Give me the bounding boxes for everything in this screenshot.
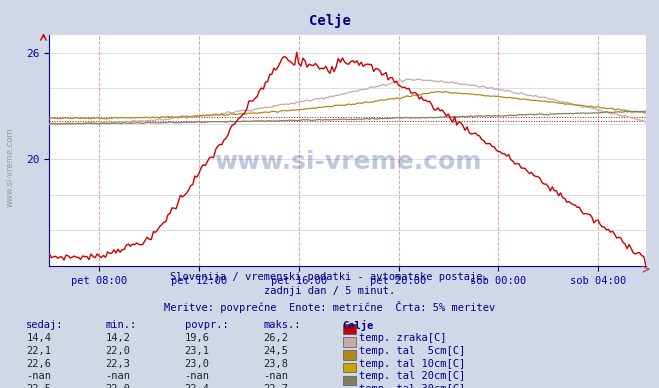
Text: Meritve: povprečne  Enote: metrične  Črta: 5% meritev: Meritve: povprečne Enote: metrične Črta:… xyxy=(164,301,495,313)
Text: 26,2: 26,2 xyxy=(264,333,289,343)
Text: 23,0: 23,0 xyxy=(185,359,210,369)
Text: 22,1: 22,1 xyxy=(26,346,51,356)
Text: zadnji dan / 5 minut.: zadnji dan / 5 minut. xyxy=(264,286,395,296)
Text: Slovenija / vremenski podatki - avtomatske postaje.: Slovenija / vremenski podatki - avtomats… xyxy=(170,272,489,282)
Text: Celje: Celje xyxy=(343,320,374,331)
Text: 22,3: 22,3 xyxy=(105,359,130,369)
Text: temp. tal 20cm[C]: temp. tal 20cm[C] xyxy=(359,371,465,381)
Text: -nan: -nan xyxy=(105,371,130,381)
Text: -nan: -nan xyxy=(264,371,289,381)
Text: 24,5: 24,5 xyxy=(264,346,289,356)
Text: temp. tal 30cm[C]: temp. tal 30cm[C] xyxy=(359,384,465,388)
Text: 22,5: 22,5 xyxy=(26,384,51,388)
Text: 22,0: 22,0 xyxy=(105,346,130,356)
Text: 22,6: 22,6 xyxy=(26,359,51,369)
Text: 23,1: 23,1 xyxy=(185,346,210,356)
Text: min.:: min.: xyxy=(105,320,136,330)
Text: povpr.:: povpr.: xyxy=(185,320,228,330)
Text: 22,0: 22,0 xyxy=(105,384,130,388)
Text: -nan: -nan xyxy=(26,371,51,381)
Text: 22,7: 22,7 xyxy=(264,384,289,388)
Text: -nan: -nan xyxy=(185,371,210,381)
Text: temp. tal  5cm[C]: temp. tal 5cm[C] xyxy=(359,346,465,356)
Text: Celje: Celje xyxy=(308,14,351,28)
Text: temp. tal 10cm[C]: temp. tal 10cm[C] xyxy=(359,359,465,369)
Text: 14,2: 14,2 xyxy=(105,333,130,343)
Text: 14,4: 14,4 xyxy=(26,333,51,343)
Text: www.si-vreme.com: www.si-vreme.com xyxy=(214,150,481,174)
Text: sedaj:: sedaj: xyxy=(26,320,64,330)
Text: 19,6: 19,6 xyxy=(185,333,210,343)
Text: temp. zraka[C]: temp. zraka[C] xyxy=(359,333,447,343)
Text: www.si-vreme.com: www.si-vreme.com xyxy=(5,127,14,206)
Text: maks.:: maks.: xyxy=(264,320,301,330)
Text: 22,4: 22,4 xyxy=(185,384,210,388)
Text: 23,8: 23,8 xyxy=(264,359,289,369)
